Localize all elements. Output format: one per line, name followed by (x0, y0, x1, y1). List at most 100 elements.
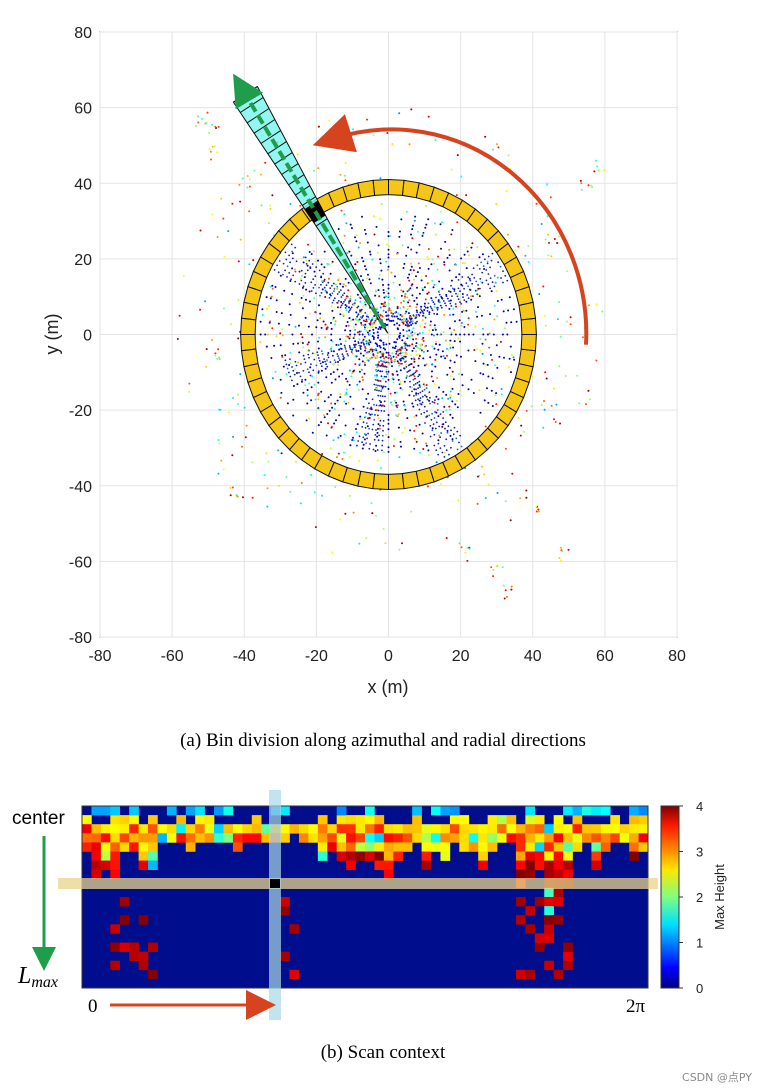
lidar-point (428, 311, 431, 314)
lidar-point (289, 362, 292, 365)
lidar-point (481, 465, 484, 468)
heatmap-cell (421, 851, 432, 861)
heatmap-cell (110, 860, 121, 870)
lidar-point (427, 115, 430, 118)
lidar-point (457, 499, 460, 502)
lidar-point (402, 320, 405, 323)
lidar-point (344, 284, 347, 287)
center-label: center (12, 808, 65, 829)
lidar-point (355, 431, 358, 434)
lidar-point (410, 262, 412, 265)
lidar-point (395, 352, 398, 355)
lidar-point (510, 585, 513, 588)
heatmap-cell (298, 824, 309, 834)
heatmap-cell (100, 860, 111, 870)
y-axis-label: y (m) (42, 314, 62, 355)
lidar-point (433, 444, 436, 447)
lidar-point (415, 354, 418, 357)
lidar-point (302, 391, 305, 394)
lidar-point (389, 309, 392, 312)
heatmap-cell (478, 842, 488, 852)
lidar-point (405, 321, 408, 324)
lidar-point (414, 322, 417, 325)
heatmap-cell (600, 842, 611, 852)
lidar-point (410, 108, 413, 111)
heatmap-cell (591, 824, 602, 834)
lidar-point (392, 319, 395, 322)
lidar-point (413, 372, 415, 375)
lidar-point (408, 375, 411, 378)
lidar-point (338, 277, 341, 280)
lidar-point (355, 350, 358, 353)
lidar-point (414, 377, 416, 380)
lidar-point (417, 392, 420, 395)
lidar-point (279, 274, 282, 277)
lidar-point (211, 123, 214, 126)
heatmap-cell (242, 824, 253, 834)
lidar-point (422, 448, 425, 450)
lidar-point (490, 259, 493, 262)
heatmap-cell (563, 951, 573, 961)
lidar-point (440, 306, 443, 309)
lidar-point (317, 347, 320, 350)
lidar-point (295, 460, 297, 463)
lidar-point (308, 290, 311, 293)
heatmap-cell (515, 824, 526, 834)
lidar-point (352, 439, 355, 442)
lidar-point (428, 399, 431, 402)
lidar-point (450, 429, 452, 432)
lidar-point (390, 320, 393, 322)
lidar-point (501, 566, 504, 569)
heatmap-cell (327, 824, 337, 834)
lidar-point (405, 254, 408, 257)
lidar-point (455, 263, 457, 266)
lidar-point (337, 355, 339, 357)
lidar-point (451, 370, 454, 373)
lidar-point (308, 251, 311, 253)
lidar-point (424, 298, 427, 301)
lidar-point (354, 323, 357, 326)
lidar-point (305, 263, 308, 265)
lidar-point (466, 559, 469, 562)
lidar-point (559, 546, 562, 549)
lidar-point (449, 375, 452, 378)
lidar-point (270, 357, 273, 359)
lidar-point (381, 434, 384, 437)
heatmap-cell (534, 824, 545, 834)
lidar-point (344, 304, 347, 306)
azimuth-arrow (312, 114, 589, 345)
lidar-point (507, 309, 510, 312)
heatmap-cell (355, 815, 366, 825)
lidar-point (449, 314, 451, 316)
lidar-point (350, 306, 353, 309)
lidar-point (365, 329, 368, 332)
lidar-point (286, 402, 289, 405)
heatmap-cell (91, 860, 102, 870)
lidar-point (492, 148, 494, 151)
heatmap-cell (553, 869, 564, 880)
lidar-point (569, 316, 572, 319)
lidar-point (444, 240, 447, 243)
lidar-point (366, 343, 369, 346)
lidar-point (458, 319, 461, 322)
lidar-point (450, 168, 453, 171)
lidar-point (525, 489, 528, 492)
lidar-point (329, 373, 332, 375)
lidar-point (379, 258, 382, 261)
lidar-point (317, 259, 319, 262)
heatmap-cell (336, 851, 347, 861)
lidar-point (387, 428, 390, 431)
lidar-point (432, 301, 435, 304)
lidar-point (365, 411, 368, 414)
heatmap-cell (138, 960, 149, 971)
lidar-point (579, 179, 582, 182)
lidar-point (374, 414, 376, 416)
lidar-point (442, 411, 445, 413)
lidar-point (345, 222, 348, 225)
lidar-point (296, 153, 299, 156)
lidar-point (366, 359, 369, 362)
lidar-point (505, 190, 508, 192)
lidar-point (358, 435, 361, 438)
lidar-point (316, 351, 319, 354)
lidar-point (576, 374, 579, 377)
